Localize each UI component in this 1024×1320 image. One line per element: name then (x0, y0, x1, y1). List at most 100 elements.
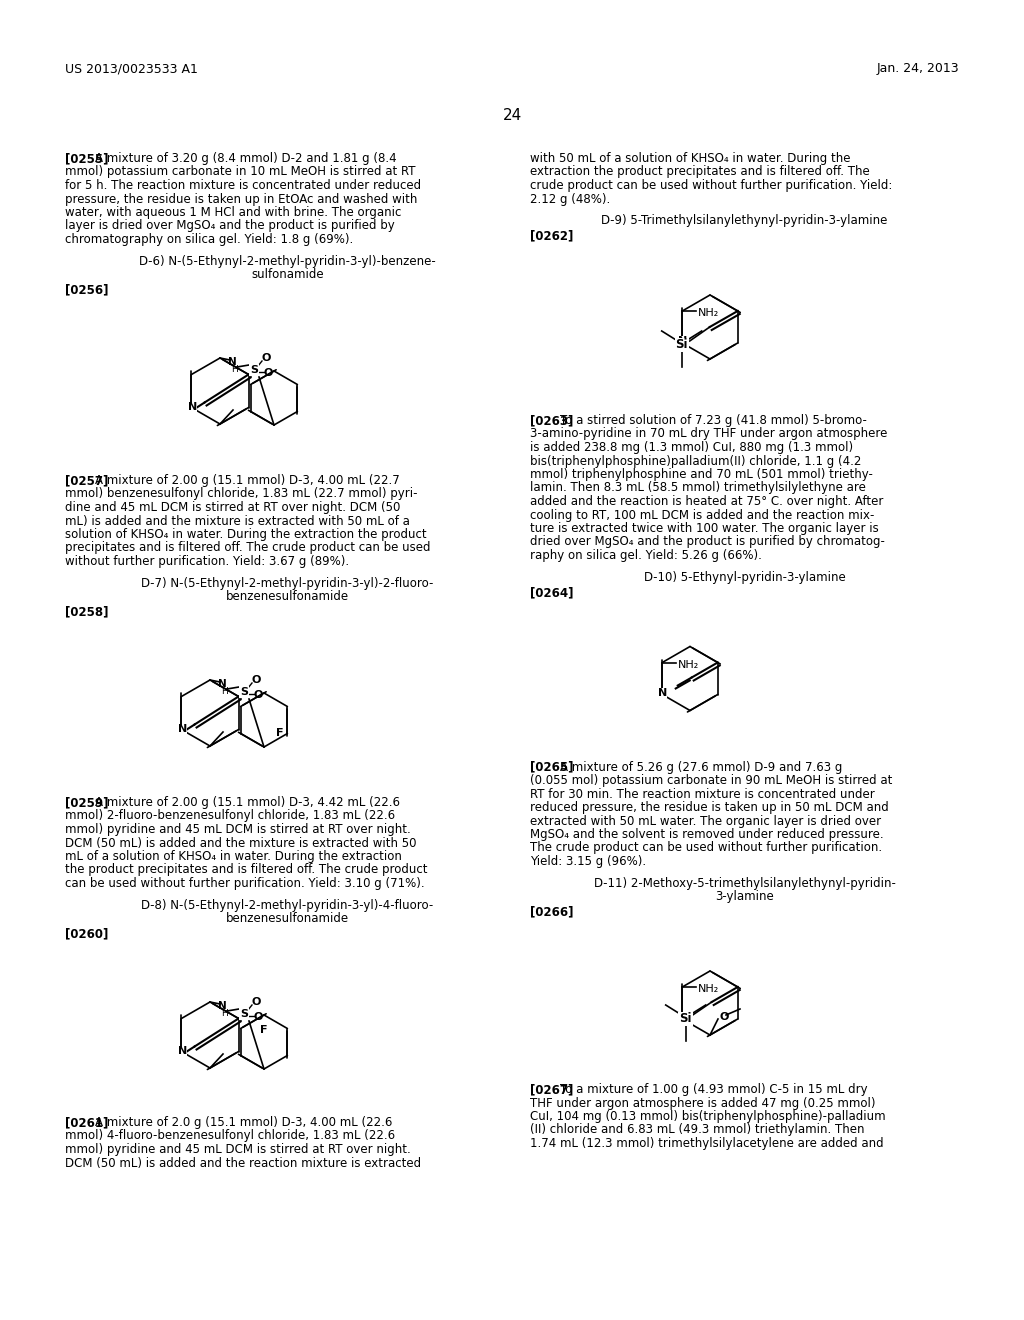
Text: reduced pressure, the residue is taken up in 50 mL DCM and: reduced pressure, the residue is taken u… (530, 801, 889, 814)
Text: CuI, 104 mg (0.13 mmol) bis(triphenylphosphine)-palladium: CuI, 104 mg (0.13 mmol) bis(triphenylpho… (530, 1110, 886, 1123)
Text: N: N (678, 1012, 687, 1022)
Text: O: O (720, 1012, 729, 1022)
Text: chromatography on silica gel. Yield: 1.8 g (69%).: chromatography on silica gel. Yield: 1.8… (65, 234, 353, 246)
Text: (II) chloride and 6.83 mL (49.3 mmol) triethylamin. Then: (II) chloride and 6.83 mL (49.3 mmol) tr… (530, 1123, 864, 1137)
Text: [0261]: [0261] (65, 1115, 109, 1129)
Text: H: H (221, 688, 228, 697)
Text: O: O (251, 997, 261, 1007)
Text: H: H (221, 1010, 228, 1019)
Text: [0265]: [0265] (530, 760, 573, 774)
Text: A mixture of 2.0 g (15.1 mmol) D-3, 4.00 mL (22.6: A mixture of 2.0 g (15.1 mmol) D-3, 4.00… (95, 1115, 392, 1129)
Text: mmol) triphenylphosphine and 70 mL (501 mmol) triethy-: mmol) triphenylphosphine and 70 mL (501 … (530, 469, 872, 480)
Text: sulfonamide: sulfonamide (251, 268, 324, 281)
Text: A mixture of 2.00 g (15.1 mmol) D-3, 4.00 mL (22.7: A mixture of 2.00 g (15.1 mmol) D-3, 4.0… (95, 474, 399, 487)
Text: [0255]: [0255] (65, 152, 109, 165)
Text: for 5 h. The reaction mixture is concentrated under reduced: for 5 h. The reaction mixture is concent… (65, 180, 421, 191)
Text: MgSO₄ and the solvent is removed under reduced pressure.: MgSO₄ and the solvent is removed under r… (530, 828, 884, 841)
Text: dried over MgSO₄ and the product is purified by chromatog-: dried over MgSO₄ and the product is puri… (530, 536, 885, 549)
Text: S: S (240, 686, 248, 697)
Text: [0259]: [0259] (65, 796, 109, 809)
Text: US 2013/0023533 A1: US 2013/0023533 A1 (65, 62, 198, 75)
Text: O: O (253, 690, 263, 700)
Text: N: N (227, 356, 237, 367)
Text: [0258]: [0258] (65, 606, 109, 619)
Text: is added 238.8 mg (1.3 mmol) CuI, 880 mg (1.3 mmol): is added 238.8 mg (1.3 mmol) CuI, 880 mg… (530, 441, 853, 454)
Text: To a mixture of 1.00 g (4.93 mmol) C-5 in 15 mL dry: To a mixture of 1.00 g (4.93 mmol) C-5 i… (560, 1082, 867, 1096)
Text: The crude product can be used without further purification.: The crude product can be used without fu… (530, 842, 882, 854)
Text: S: S (240, 1008, 248, 1019)
Text: NH₂: NH₂ (698, 983, 720, 994)
Text: N: N (187, 403, 197, 412)
Text: F: F (260, 1026, 267, 1035)
Text: can be used without further purification. Yield: 3.10 g (71%).: can be used without further purification… (65, 876, 425, 890)
Text: N: N (678, 337, 687, 346)
Text: D-8) N-(5-Ethynyl-2-methyl-pyridin-3-yl)-4-fluoro-: D-8) N-(5-Ethynyl-2-methyl-pyridin-3-yl)… (141, 899, 433, 912)
Text: mmol) potassium carbonate in 10 mL MeOH is stirred at RT: mmol) potassium carbonate in 10 mL MeOH … (65, 165, 416, 178)
Text: N: N (218, 1001, 226, 1011)
Text: layer is dried over MgSO₄ and the product is purified by: layer is dried over MgSO₄ and the produc… (65, 219, 394, 232)
Text: extraction the product precipitates and is filtered off. The: extraction the product precipitates and … (530, 165, 869, 178)
Text: THF under argon atmosphere is added 47 mg (0.25 mmol): THF under argon atmosphere is added 47 m… (530, 1097, 876, 1110)
Text: [0264]: [0264] (530, 586, 573, 599)
Text: [0262]: [0262] (530, 230, 573, 243)
Text: O: O (253, 1012, 263, 1022)
Text: added and the reaction is heated at 75° C. over night. After: added and the reaction is heated at 75° … (530, 495, 884, 508)
Text: [0257]: [0257] (65, 474, 109, 487)
Text: Jan. 24, 2013: Jan. 24, 2013 (877, 62, 959, 75)
Text: mmol) pyridine and 45 mL DCM is stirred at RT over night.: mmol) pyridine and 45 mL DCM is stirred … (65, 1143, 411, 1156)
Text: ture is extracted twice with 100 water. The organic layer is: ture is extracted twice with 100 water. … (530, 521, 879, 535)
Text: mL of a solution of KHSO₄ in water. During the extraction: mL of a solution of KHSO₄ in water. Duri… (65, 850, 401, 863)
Text: H: H (231, 366, 239, 375)
Text: N: N (178, 1047, 187, 1056)
Text: extracted with 50 mL water. The organic layer is dried over: extracted with 50 mL water. The organic … (530, 814, 881, 828)
Text: raphy on silica gel. Yield: 5.26 g (66%).: raphy on silica gel. Yield: 5.26 g (66%)… (530, 549, 762, 562)
Text: [0260]: [0260] (65, 928, 109, 940)
Text: pressure, the residue is taken up in EtOAc and washed with: pressure, the residue is taken up in EtO… (65, 193, 418, 206)
Text: (0.055 mol) potassium carbonate in 90 mL MeOH is stirred at: (0.055 mol) potassium carbonate in 90 mL… (530, 774, 892, 787)
Text: 3-amino-pyridine in 70 mL dry THF under argon atmosphere: 3-amino-pyridine in 70 mL dry THF under … (530, 428, 888, 441)
Text: A mixture of 2.00 g (15.1 mmol) D-3, 4.42 mL (22.6: A mixture of 2.00 g (15.1 mmol) D-3, 4.4… (95, 796, 400, 809)
Text: D-7) N-(5-Ethynyl-2-methyl-pyridin-3-yl)-2-fluoro-: D-7) N-(5-Ethynyl-2-methyl-pyridin-3-yl)… (141, 577, 434, 590)
Text: [0263]: [0263] (530, 414, 573, 426)
Text: O: O (263, 368, 272, 378)
Text: N: N (657, 688, 667, 697)
Text: water, with aqueous 1 M HCl and with brine. The organic: water, with aqueous 1 M HCl and with bri… (65, 206, 401, 219)
Text: D-11) 2-Methoxy-5-trimethylsilanylethynyl-pyridin-: D-11) 2-Methoxy-5-trimethylsilanylethyny… (594, 876, 895, 890)
Text: [0266]: [0266] (530, 906, 573, 919)
Text: F: F (275, 729, 283, 738)
Text: A mixture of 3.20 g (8.4 mmol) D-2 and 1.81 g (8.4: A mixture of 3.20 g (8.4 mmol) D-2 and 1… (95, 152, 396, 165)
Text: without further purification. Yield: 3.67 g (89%).: without further purification. Yield: 3.6… (65, 554, 349, 568)
Text: [0267]: [0267] (530, 1082, 573, 1096)
Text: O: O (251, 675, 261, 685)
Text: precipitates and is filtered off. The crude product can be used: precipitates and is filtered off. The cr… (65, 541, 430, 554)
Text: mmol) benzenesulfonyl chloride, 1.83 mL (22.7 mmol) pyri-: mmol) benzenesulfonyl chloride, 1.83 mL … (65, 487, 418, 500)
Text: 24: 24 (503, 108, 521, 123)
Text: [0256]: [0256] (65, 284, 109, 297)
Text: 2.12 g (48%).: 2.12 g (48%). (530, 193, 610, 206)
Text: mmol) 2-fluoro-benzenesulfonyl chloride, 1.83 mL (22.6: mmol) 2-fluoro-benzenesulfonyl chloride,… (65, 809, 395, 822)
Text: Si: Si (676, 338, 688, 351)
Text: DCM (50 mL) is added and the mixture is extracted with 50: DCM (50 mL) is added and the mixture is … (65, 837, 417, 850)
Text: O: O (261, 352, 270, 363)
Text: with 50 mL of a solution of KHSO₄ in water. During the: with 50 mL of a solution of KHSO₄ in wat… (530, 152, 851, 165)
Text: mmol) 4-fluoro-benzenesulfonyl chloride, 1.83 mL (22.6: mmol) 4-fluoro-benzenesulfonyl chloride,… (65, 1130, 395, 1143)
Text: S: S (250, 366, 258, 375)
Text: Yield: 3.15 g (96%).: Yield: 3.15 g (96%). (530, 855, 646, 869)
Text: the product precipitates and is filtered off. The crude product: the product precipitates and is filtered… (65, 863, 427, 876)
Text: cooling to RT, 100 mL DCM is added and the reaction mix-: cooling to RT, 100 mL DCM is added and t… (530, 508, 874, 521)
Text: NH₂: NH₂ (678, 660, 699, 669)
Text: D-6) N-(5-Ethynyl-2-methyl-pyridin-3-yl)-benzene-: D-6) N-(5-Ethynyl-2-methyl-pyridin-3-yl)… (139, 255, 436, 268)
Text: mmol) pyridine and 45 mL DCM is stirred at RT over night.: mmol) pyridine and 45 mL DCM is stirred … (65, 822, 411, 836)
Text: NH₂: NH₂ (698, 308, 720, 318)
Text: 3-ylamine: 3-ylamine (715, 890, 774, 903)
Text: benzenesulfonamide: benzenesulfonamide (226, 912, 349, 925)
Text: crude product can be used without further purification. Yield:: crude product can be used without furthe… (530, 180, 892, 191)
Text: bis(triphenylphosphine)palladium(II) chloride, 1.1 g (4.2: bis(triphenylphosphine)palladium(II) chl… (530, 454, 861, 467)
Text: D-10) 5-Ethynyl-pyridin-3-ylamine: D-10) 5-Ethynyl-pyridin-3-ylamine (644, 570, 846, 583)
Text: 1.74 mL (12.3 mmol) trimethylsilylacetylene are added and: 1.74 mL (12.3 mmol) trimethylsilylacetyl… (530, 1137, 884, 1150)
Text: dine and 45 mL DCM is stirred at RT over night. DCM (50: dine and 45 mL DCM is stirred at RT over… (65, 502, 400, 513)
Text: A mixture of 5.26 g (27.6 mmol) D-9 and 7.63 g: A mixture of 5.26 g (27.6 mmol) D-9 and … (560, 760, 843, 774)
Text: RT for 30 min. The reaction mixture is concentrated under: RT for 30 min. The reaction mixture is c… (530, 788, 874, 800)
Text: Si: Si (680, 1012, 692, 1026)
Text: DCM (50 mL) is added and the reaction mixture is extracted: DCM (50 mL) is added and the reaction mi… (65, 1156, 421, 1170)
